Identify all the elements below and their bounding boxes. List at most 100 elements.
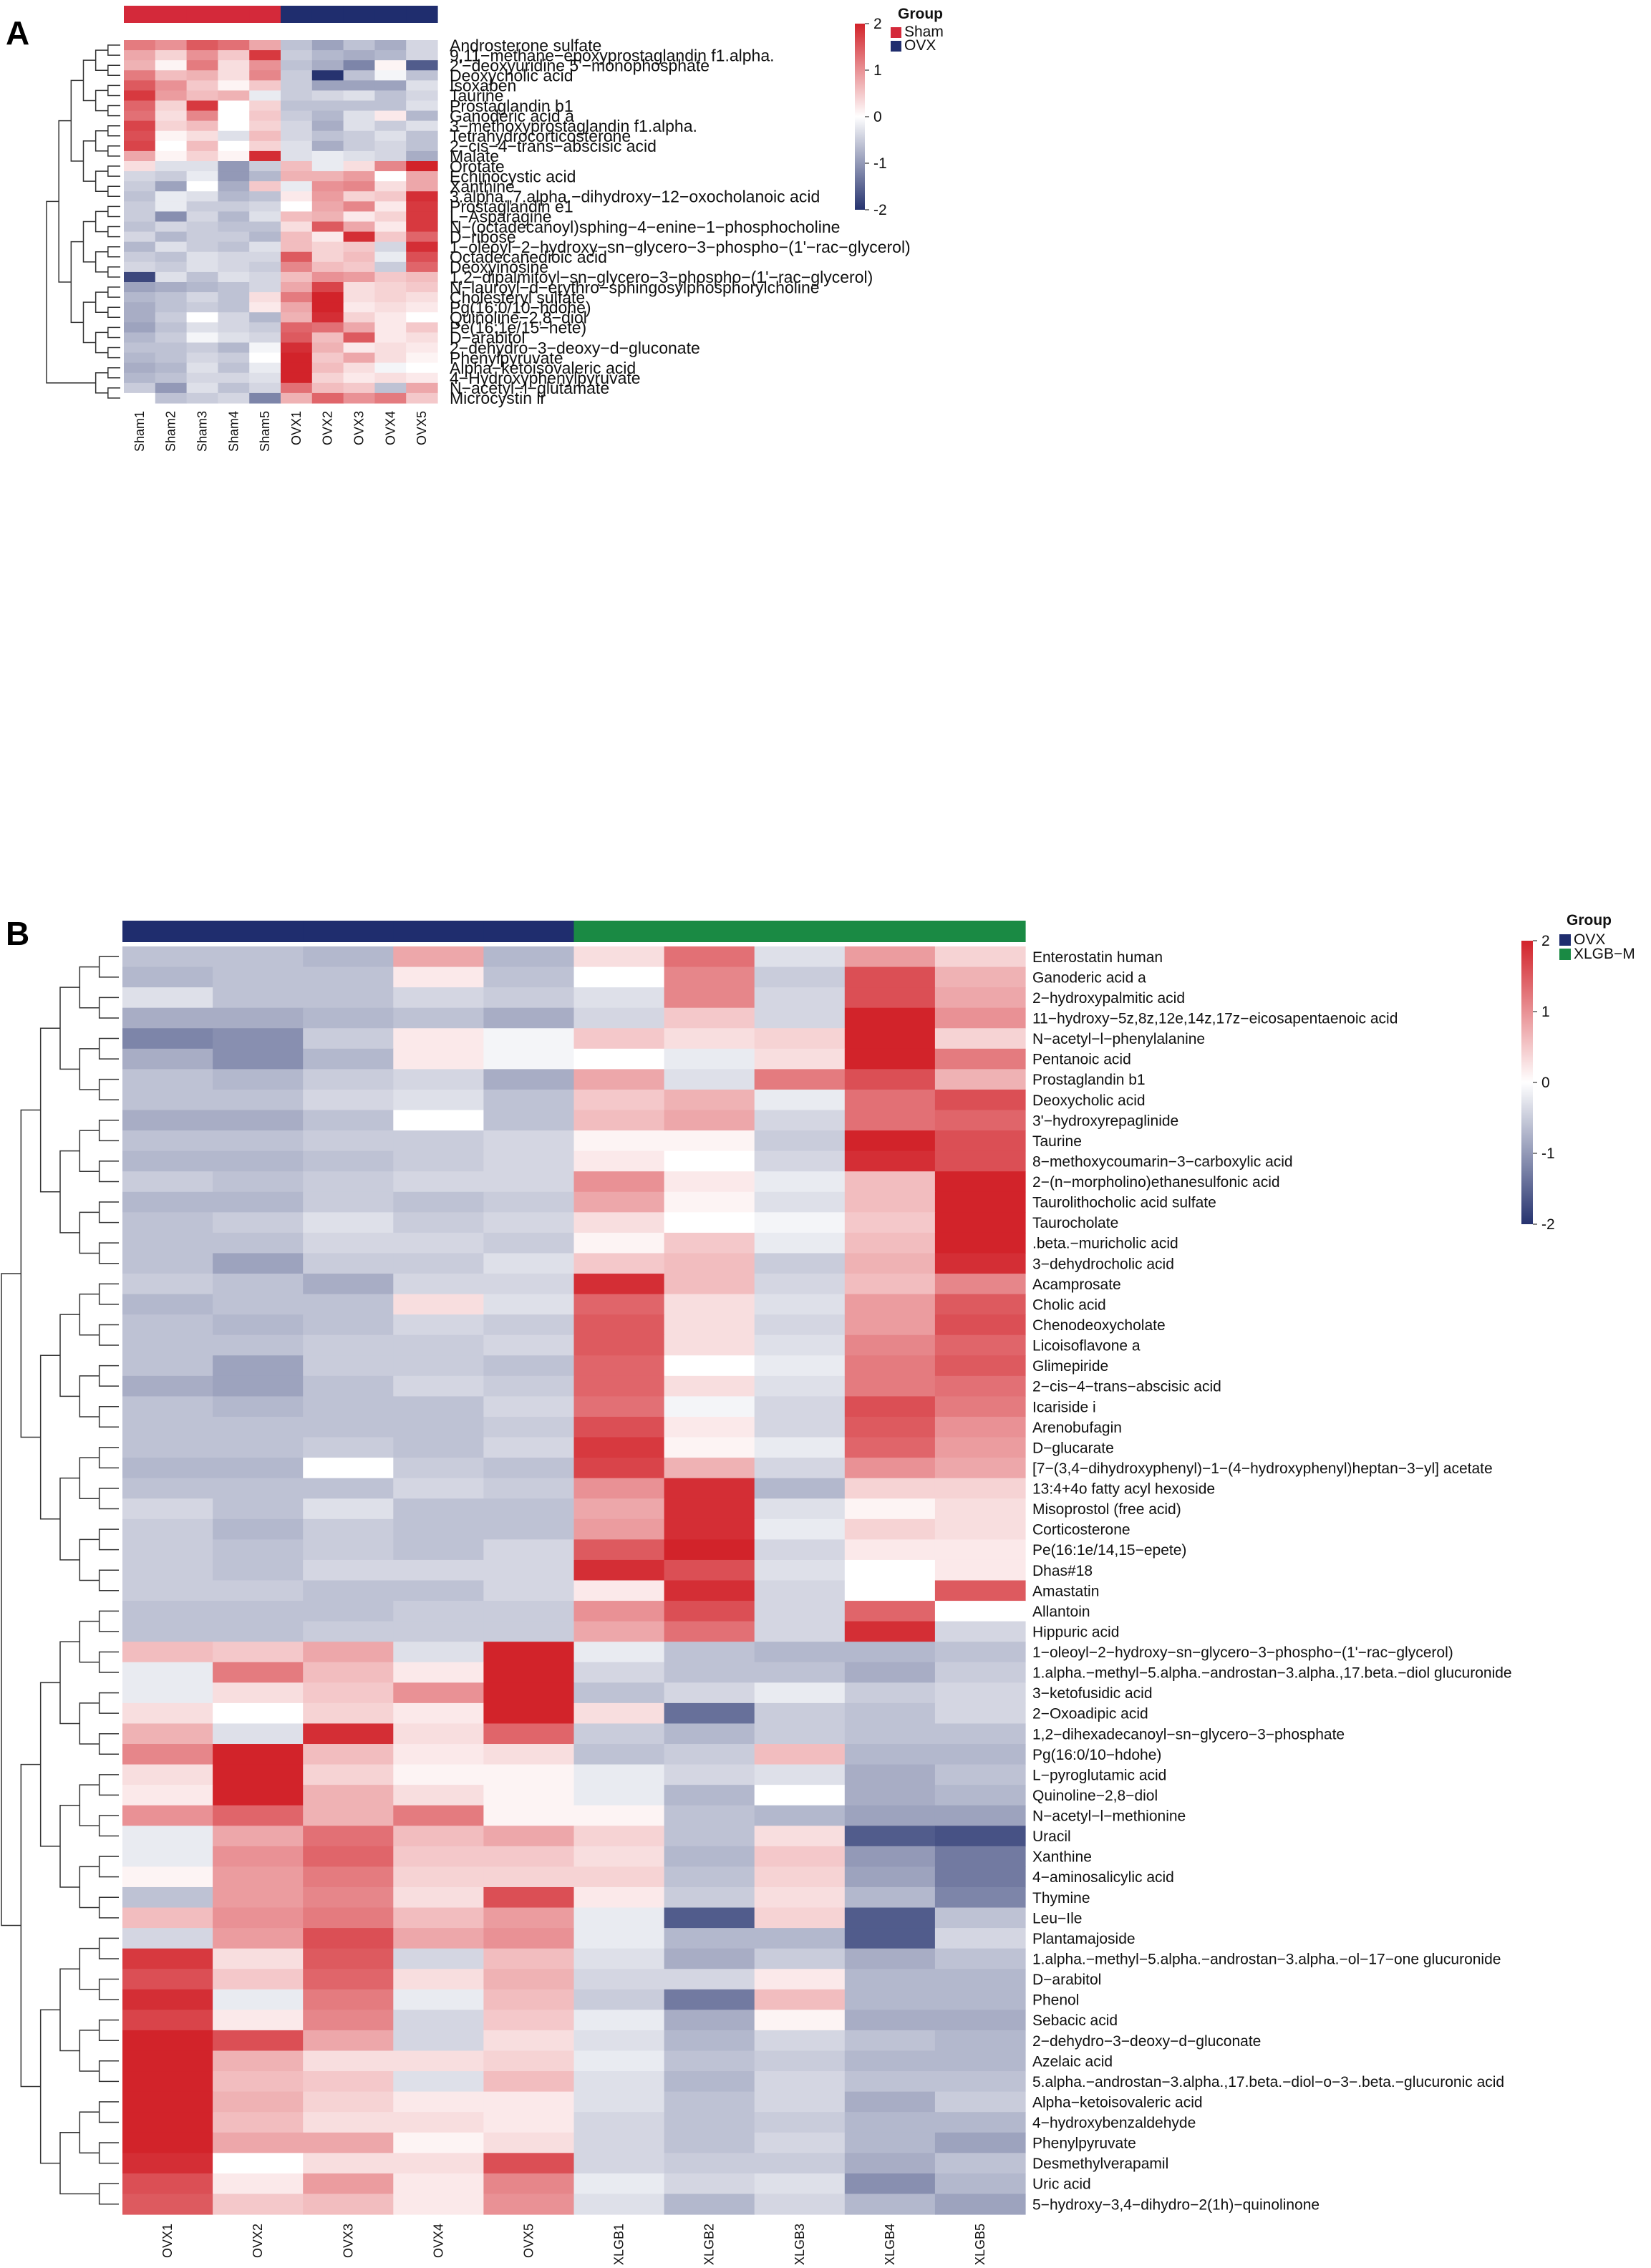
heatmap-cell-b-8-0 [122, 1110, 213, 1131]
heatmap-cell-b-26-2 [303, 1478, 394, 1499]
heatmap-cell-b-33-0 [122, 1621, 213, 1642]
heatmap-cell-b-48-6 [664, 1928, 755, 1949]
heatmap-cell-b-34-4 [483, 1642, 575, 1663]
heatmap-cell-a-25-5 [281, 292, 313, 303]
heatmap-cell-b-43-3 [393, 1826, 484, 1847]
group-bar-b-3 [393, 921, 484, 942]
heatmap-cell-b-51-4 [483, 1989, 575, 2010]
heatmap-cell-a-17-3 [218, 211, 250, 223]
heatmap-cell-a-11-2 [186, 150, 218, 162]
heatmap-cell-b-44-8 [844, 1846, 936, 1868]
row-label-a-15: 3.alpha.,7.alpha.−dihydroxy−12−oxocholan… [450, 188, 820, 206]
heatmap-cell-b-0-2 [303, 946, 394, 968]
row-label-b-21: 2−cis−4−trans−abscisic acid [1032, 1379, 1221, 1395]
heatmap-cell-a-12-2 [186, 161, 218, 172]
heatmap-cell-a-0-3 [218, 40, 250, 51]
heatmap-cell-b-24-3 [393, 1437, 484, 1458]
heatmap-cell-b-47-6 [664, 1907, 755, 1929]
heatmap-cell-b-40-6 [664, 1764, 755, 1785]
heatmap-cell-a-26-0 [124, 302, 156, 313]
heatmap-cell-b-30-5 [573, 1559, 665, 1581]
heatmap-cell-b-34-0 [122, 1642, 213, 1663]
dendrogram-branch-b-32 [79, 1048, 100, 1090]
heatmap-cell-b-8-5 [573, 1110, 665, 1131]
heatmap-cell-a-14-9 [406, 181, 438, 192]
heatmap-cell-b-13-6 [664, 1212, 755, 1234]
dendrogram-branch-b-17 [98, 1651, 119, 1673]
heatmap-cell-b-7-3 [393, 1089, 484, 1111]
heatmap-cell-a-12-3 [218, 161, 250, 172]
heatmap-cell-b-24-0 [122, 1437, 213, 1458]
heatmap-cell-a-12-8 [374, 161, 407, 172]
heatmap-cell-b-33-3 [393, 1621, 484, 1642]
heatmap-cell-a-6-2 [186, 100, 218, 112]
heatmap-cell-a-16-4 [249, 201, 281, 213]
heatmap-cell-a-16-3 [218, 201, 250, 213]
heatmap-cell-b-28-8 [844, 1518, 936, 1540]
heatmap-cell-b-44-2 [303, 1846, 394, 1868]
row-label-b-1: Ganoderic acid a [1032, 969, 1146, 986]
heatmap-cell-b-12-5 [573, 1191, 665, 1213]
heatmap-cell-b-38-2 [303, 1723, 394, 1745]
heatmap-cell-a-2-0 [124, 60, 156, 71]
column-label-a-0: Sham1 [132, 411, 147, 452]
heatmap-cell-a-2-9 [406, 60, 438, 71]
row-label-b-16: Acamprosate [1032, 1276, 1121, 1293]
row-label-a-16: Prostaglandin e1 [450, 198, 573, 216]
heatmap-cell-a-31-8 [374, 352, 407, 364]
dendrogram-branch-b-14 [98, 1528, 119, 1551]
row-label-b-54: Azelaic acid [1032, 2053, 1113, 2070]
heatmap-cell-b-29-9 [934, 1539, 1026, 1561]
heatmap-cell-a-22-5 [281, 261, 313, 273]
dendrogram-branch-b-21 [98, 1815, 119, 1837]
row-label-b-8: 3'−hydroxyrepaglinide [1032, 1113, 1178, 1129]
heatmap-cell-b-6-7 [754, 1069, 846, 1090]
heatmap-cell-b-7-6 [664, 1089, 755, 1111]
heatmap-cell-b-15-8 [844, 1253, 936, 1274]
dendrogram-branch-a-28 [82, 140, 96, 182]
heatmap-cell-b-61-7 [754, 2194, 846, 2215]
heatmap-cell-b-16-6 [664, 1274, 755, 1295]
heatmap-cell-b-10-0 [122, 1150, 213, 1172]
heatmap-cell-a-28-1 [155, 322, 188, 334]
heatmap-cell-b-56-0 [122, 2091, 213, 2113]
heatmap-cell-a-6-0 [124, 100, 156, 112]
heatmap-cell-b-18-3 [393, 1314, 484, 1336]
heatmap-cell-a-22-4 [249, 261, 281, 273]
heatmap-cell-b-51-9 [934, 1989, 1026, 2010]
row-label-a-7: Ganoderic acid a [450, 107, 574, 125]
column-label-b-5: XLGB1 [612, 2224, 626, 2265]
row-label-a-25: Cholesteryl sulfate [450, 288, 585, 306]
row-label-a-4: Isoxaben [450, 77, 516, 95]
heatmap-cell-b-45-1 [213, 1866, 304, 1888]
heatmap-cell-b-18-0 [122, 1314, 213, 1336]
dendrogram-branch-a-11 [107, 266, 120, 278]
heatmap-cell-b-12-1 [213, 1191, 304, 1213]
heatmap-cell-a-1-9 [406, 50, 438, 61]
heatmap-cell-a-24-6 [311, 282, 344, 293]
heatmap-cell-b-31-9 [934, 1580, 1026, 1601]
heatmap-cell-b-47-2 [303, 1907, 394, 1929]
heatmap-cell-b-19-8 [844, 1334, 936, 1356]
heatmap-cell-a-23-4 [249, 271, 281, 283]
heatmap-cell-a-20-1 [155, 241, 188, 253]
row-label-a-10: 2−cis−4−trans−abscisic acid [450, 137, 657, 155]
heatmap-cell-b-11-2 [303, 1171, 394, 1193]
heatmap-cell-b-39-7 [754, 1744, 846, 1765]
heatmap-cell-a-27-4 [249, 312, 281, 323]
dendrogram-branch-b-52 [59, 1968, 80, 2052]
heatmap-cell-a-19-2 [186, 231, 218, 243]
heatmap-cell-a-32-1 [155, 362, 188, 374]
heatmap-cell-b-19-3 [393, 1334, 484, 1356]
heatmap-cell-b-47-1 [213, 1907, 304, 1929]
heatmap-cell-a-12-9 [406, 161, 438, 172]
heatmap-cell-a-30-3 [218, 342, 250, 354]
heatmap-cell-b-16-4 [483, 1274, 575, 1295]
heatmap-cell-b-6-9 [934, 1069, 1026, 1090]
heatmap-cell-b-48-8 [844, 1928, 936, 1949]
heatmap-cell-b-28-0 [122, 1518, 213, 1540]
heatmap-cell-a-5-4 [249, 90, 281, 102]
dendrogram-branch-a-17 [107, 387, 120, 399]
heatmap-cell-b-31-3 [393, 1580, 484, 1601]
dendrogram-branch-b-18 [98, 1692, 119, 1714]
